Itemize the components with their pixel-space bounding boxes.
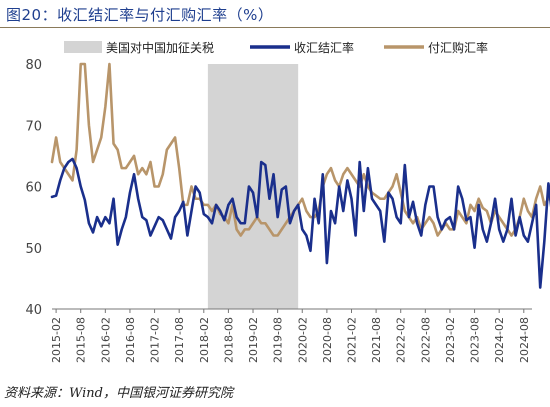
series-layer bbox=[50, 62, 550, 289]
y-tick-label: 80 bbox=[25, 58, 42, 73]
x-tick-label: 2016-02 bbox=[99, 317, 112, 363]
x-tick-label: 2022-08 bbox=[419, 317, 432, 363]
y-tick-label: 40 bbox=[25, 303, 42, 318]
shaded-region-layer bbox=[207, 64, 299, 309]
y-tick-label: 50 bbox=[25, 242, 42, 257]
x-tick-label: 2019-02 bbox=[247, 317, 260, 363]
x-tick-label: 2024-02 bbox=[493, 317, 506, 363]
x-tick-label: 2015-08 bbox=[75, 317, 88, 363]
series-line-settlement-ratio bbox=[50, 157, 550, 289]
axes: 40 50 60 70 80 2015-02 2015-08 2016-02 2016-08 20… bbox=[25, 58, 532, 363]
y-tick-label: 60 bbox=[25, 181, 42, 196]
legend-label-settlement: 收汇结汇率 bbox=[294, 40, 354, 55]
chart-title: 图20：收汇结汇率与付汇购汇率（%） bbox=[6, 6, 274, 24]
x-tick-label: 2018-02 bbox=[198, 317, 211, 363]
tariff-period-shade bbox=[207, 64, 299, 309]
title-divider bbox=[0, 27, 550, 28]
x-tick-label: 2022-02 bbox=[395, 317, 408, 363]
x-tick-label: 2021-02 bbox=[345, 317, 358, 363]
legend: 美国对中国加征关税 收汇结汇率 付汇购汇率 bbox=[64, 40, 488, 55]
x-tick-label: 2019-08 bbox=[272, 317, 285, 363]
series-line-purchase-ratio bbox=[50, 62, 550, 237]
x-tick-label: 2020-08 bbox=[321, 317, 334, 363]
x-tick-label: 2016-08 bbox=[124, 317, 137, 363]
legend-label-purchase: 付汇购汇率 bbox=[428, 40, 488, 55]
x-tick-label: 2023-02 bbox=[444, 317, 457, 363]
y-tick-label: 70 bbox=[25, 119, 42, 134]
x-tick-label: 2020-02 bbox=[296, 317, 309, 363]
x-tick-label: 2023-08 bbox=[469, 317, 482, 363]
legend-label-shade: 美国对中国加征关税 bbox=[106, 40, 214, 55]
x-tick-label: 2015-02 bbox=[50, 317, 63, 363]
x-tick-label: 2024-08 bbox=[518, 317, 531, 363]
legend-swatch-shade bbox=[64, 41, 102, 53]
x-tick-label: 2017-02 bbox=[149, 317, 162, 363]
source-note: 资料来源：Wind，中国银河证券研究院 bbox=[4, 386, 233, 401]
x-tick-label: 2017-08 bbox=[173, 317, 186, 363]
x-tick-label: 2018-08 bbox=[222, 317, 235, 363]
x-tick-label: 2021-08 bbox=[370, 317, 383, 363]
